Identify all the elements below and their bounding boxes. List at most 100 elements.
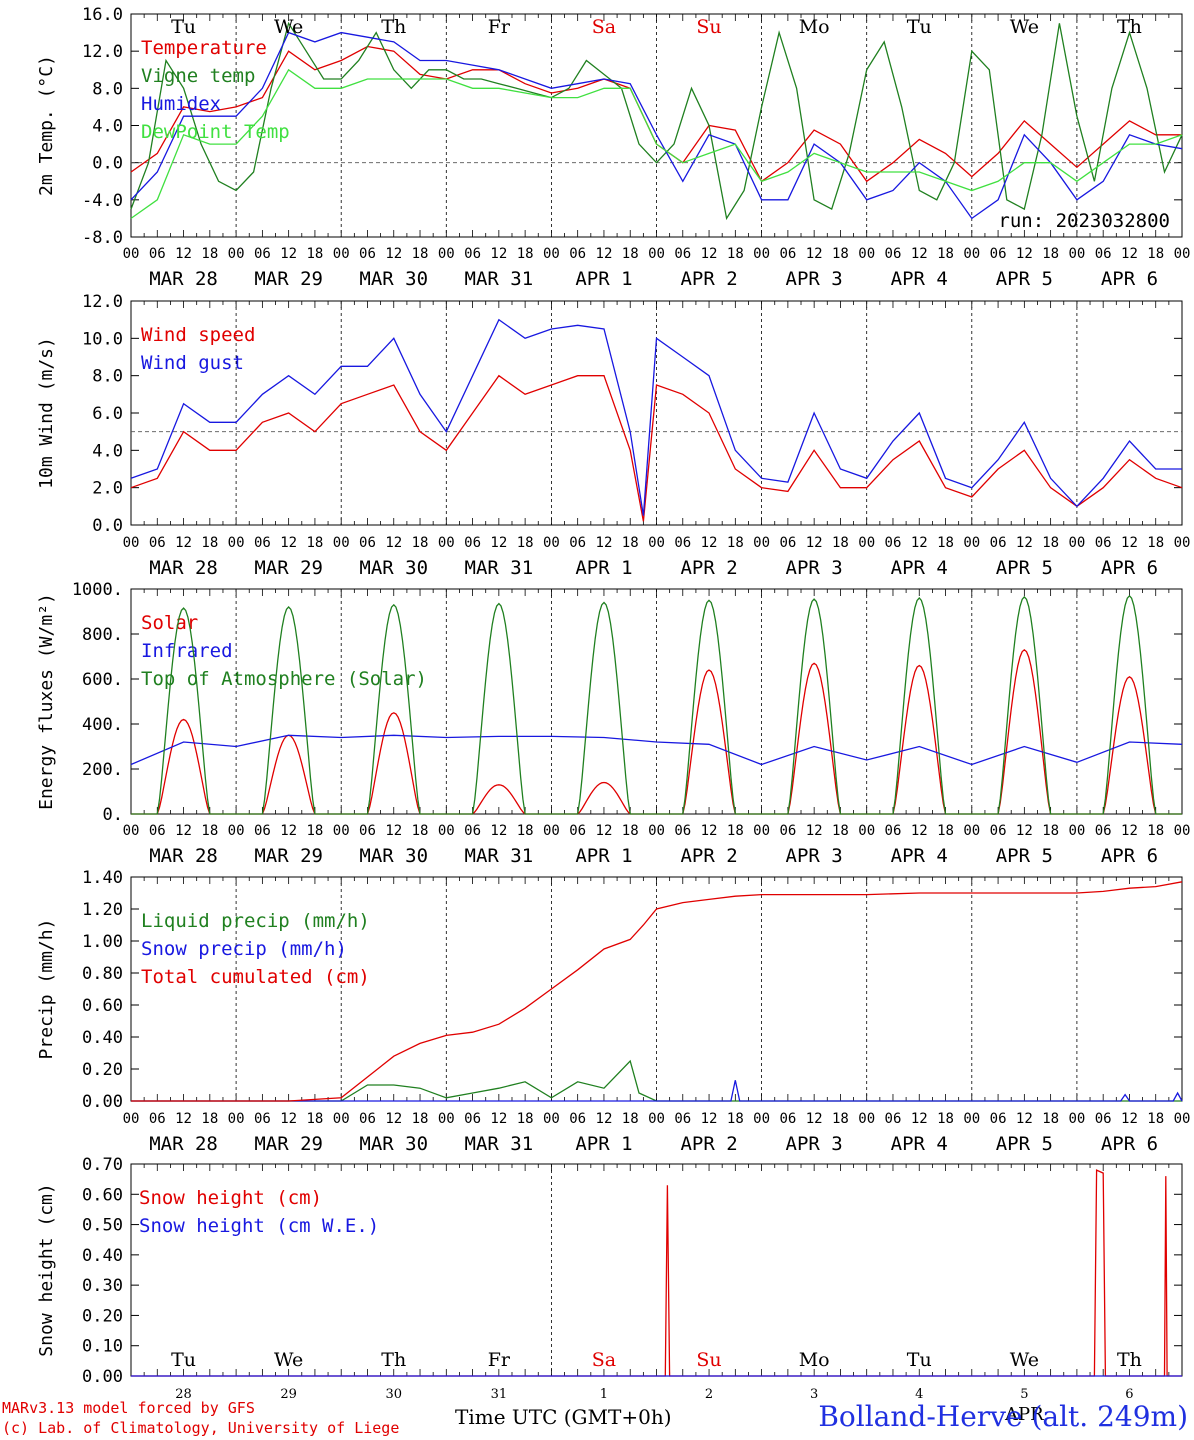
series-line-4-2 [131, 1080, 1183, 1102]
hour-label: 00 [648, 246, 665, 262]
hour-label: 00 [123, 535, 140, 551]
date-label: MAR 30 [359, 1133, 428, 1155]
hour-label: 18 [1147, 823, 1164, 839]
legend-entry: Snow precip (mm/h) [141, 938, 347, 960]
weekday-label: Tu [907, 1349, 932, 1371]
hour-label: 06 [149, 823, 166, 839]
y-tick-label: 0.50 [82, 1216, 123, 1236]
hour-label: 12 [280, 535, 297, 551]
hour-label: 06 [464, 535, 481, 551]
hour-label: 18 [1147, 1111, 1164, 1127]
hour-label: 12 [175, 823, 192, 839]
hour-label: 00 [123, 246, 140, 262]
hour-label: 00 [543, 823, 560, 839]
hour-label: 00 [543, 246, 560, 262]
hour-label: 12 [806, 246, 823, 262]
date-label: APR 4 [891, 1133, 948, 1155]
hour-label: 00 [753, 823, 770, 839]
hour-label: 18 [937, 246, 954, 262]
legend-entry: Snow height (cm W.E.) [139, 1215, 379, 1237]
y-tick-label: 0.10 [82, 1337, 123, 1357]
date-label: MAR 28 [149, 1133, 218, 1155]
series-line-1-4 [130, 68, 1183, 219]
y-tick-label: 1000. [72, 580, 123, 600]
hour-label: 00 [1068, 1111, 1085, 1127]
hour-label: 18 [832, 1111, 849, 1127]
hour-label: 18 [1042, 1111, 1059, 1127]
date-label: MAR 30 [359, 268, 428, 290]
hour-label: 00 [123, 823, 140, 839]
hour-label: 12 [596, 823, 613, 839]
date-label: MAR 31 [465, 268, 534, 290]
day-number-label: 31 [491, 1387, 508, 1402]
hour-label: 00 [1068, 823, 1085, 839]
hour-label: 00 [228, 1111, 245, 1127]
hour-label: 06 [885, 1111, 902, 1127]
y-tick-label: 0.00 [82, 1367, 123, 1387]
hour-label: 18 [412, 1111, 429, 1127]
hour-label: 12 [911, 823, 928, 839]
hour-label: 06 [885, 823, 902, 839]
hour-label: 12 [806, 535, 823, 551]
hour-label: 00 [333, 823, 350, 839]
hour-label: 00 [438, 823, 455, 839]
hour-label: 06 [254, 1111, 271, 1127]
weekday-label: Fr [488, 16, 511, 38]
y-tick-label: 12.0 [82, 42, 123, 62]
y-tick-label: 0.40 [82, 1028, 123, 1048]
hour-label: 06 [990, 1111, 1007, 1127]
date-label: MAR 31 [465, 557, 534, 579]
hour-label: 12 [280, 1111, 297, 1127]
y-tick-label: 0.70 [82, 1155, 123, 1175]
y-axis-title: Snow height (cm) [36, 1183, 57, 1356]
date-label: APR 1 [575, 1133, 632, 1155]
hour-label: 18 [306, 1111, 323, 1127]
hour-label: 12 [596, 535, 613, 551]
credit-line-1: MARv3.13 model forced by GFS [2, 1399, 255, 1417]
hour-label: 06 [779, 535, 796, 551]
date-label: APR 5 [996, 268, 1053, 290]
hour-label: 12 [596, 1111, 613, 1127]
y-axis-title: Precip (mm/h) [36, 919, 57, 1060]
date-label: APR 5 [996, 845, 1053, 867]
weekday-label: Mo [799, 1349, 830, 1371]
hour-label: 12 [175, 246, 192, 262]
hour-label: 18 [1147, 246, 1164, 262]
date-label: APR 3 [786, 845, 843, 867]
day-number-label: 5 [1020, 1387, 1028, 1402]
hour-label: 06 [149, 535, 166, 551]
hour-label: 06 [149, 1111, 166, 1127]
hour-label: 18 [412, 823, 429, 839]
hour-label: 18 [306, 823, 323, 839]
date-label: MAR 31 [465, 1133, 534, 1155]
panel-4: 1.40 1.20 1.00 0.80 0.60 0.40 0.20 0.00 Precip (… [36, 868, 1190, 1155]
legend-entry: DewPoint Temp [141, 121, 290, 143]
date-label: MAR 29 [254, 557, 323, 579]
y-tick-label: 1.40 [82, 868, 123, 888]
hour-label: 12 [490, 535, 507, 551]
y-tick-label: 0.60 [82, 996, 123, 1016]
y-tick-label: 8.0 [92, 79, 123, 99]
run-label: run: 2023032800 [998, 210, 1170, 232]
hour-label: 12 [911, 1111, 928, 1127]
date-label: APR 2 [680, 1133, 737, 1155]
day-number-label: 4 [915, 1387, 923, 1402]
day-number-label: 6 [1125, 1387, 1133, 1402]
series-line-4-3 [131, 881, 1183, 1102]
series-line-2-2 [130, 318, 1182, 516]
hour-label: 12 [175, 1111, 192, 1127]
date-label: APR 3 [786, 557, 843, 579]
date-label: MAR 30 [359, 845, 428, 867]
plot-frame [130, 588, 1183, 815]
hour-label: 00 [543, 1111, 560, 1127]
hour-label: 00 [963, 535, 980, 551]
hour-label: 12 [490, 1111, 507, 1127]
hour-label: 00 [228, 246, 245, 262]
date-label: MAR 28 [149, 845, 218, 867]
date-label: MAR 31 [465, 845, 534, 867]
weekday-label: We [274, 1349, 303, 1371]
hour-label: 06 [1095, 535, 1112, 551]
y-tick-label: 0.0 [92, 516, 123, 536]
hour-label: 12 [280, 823, 297, 839]
hour-label: 18 [517, 246, 534, 262]
